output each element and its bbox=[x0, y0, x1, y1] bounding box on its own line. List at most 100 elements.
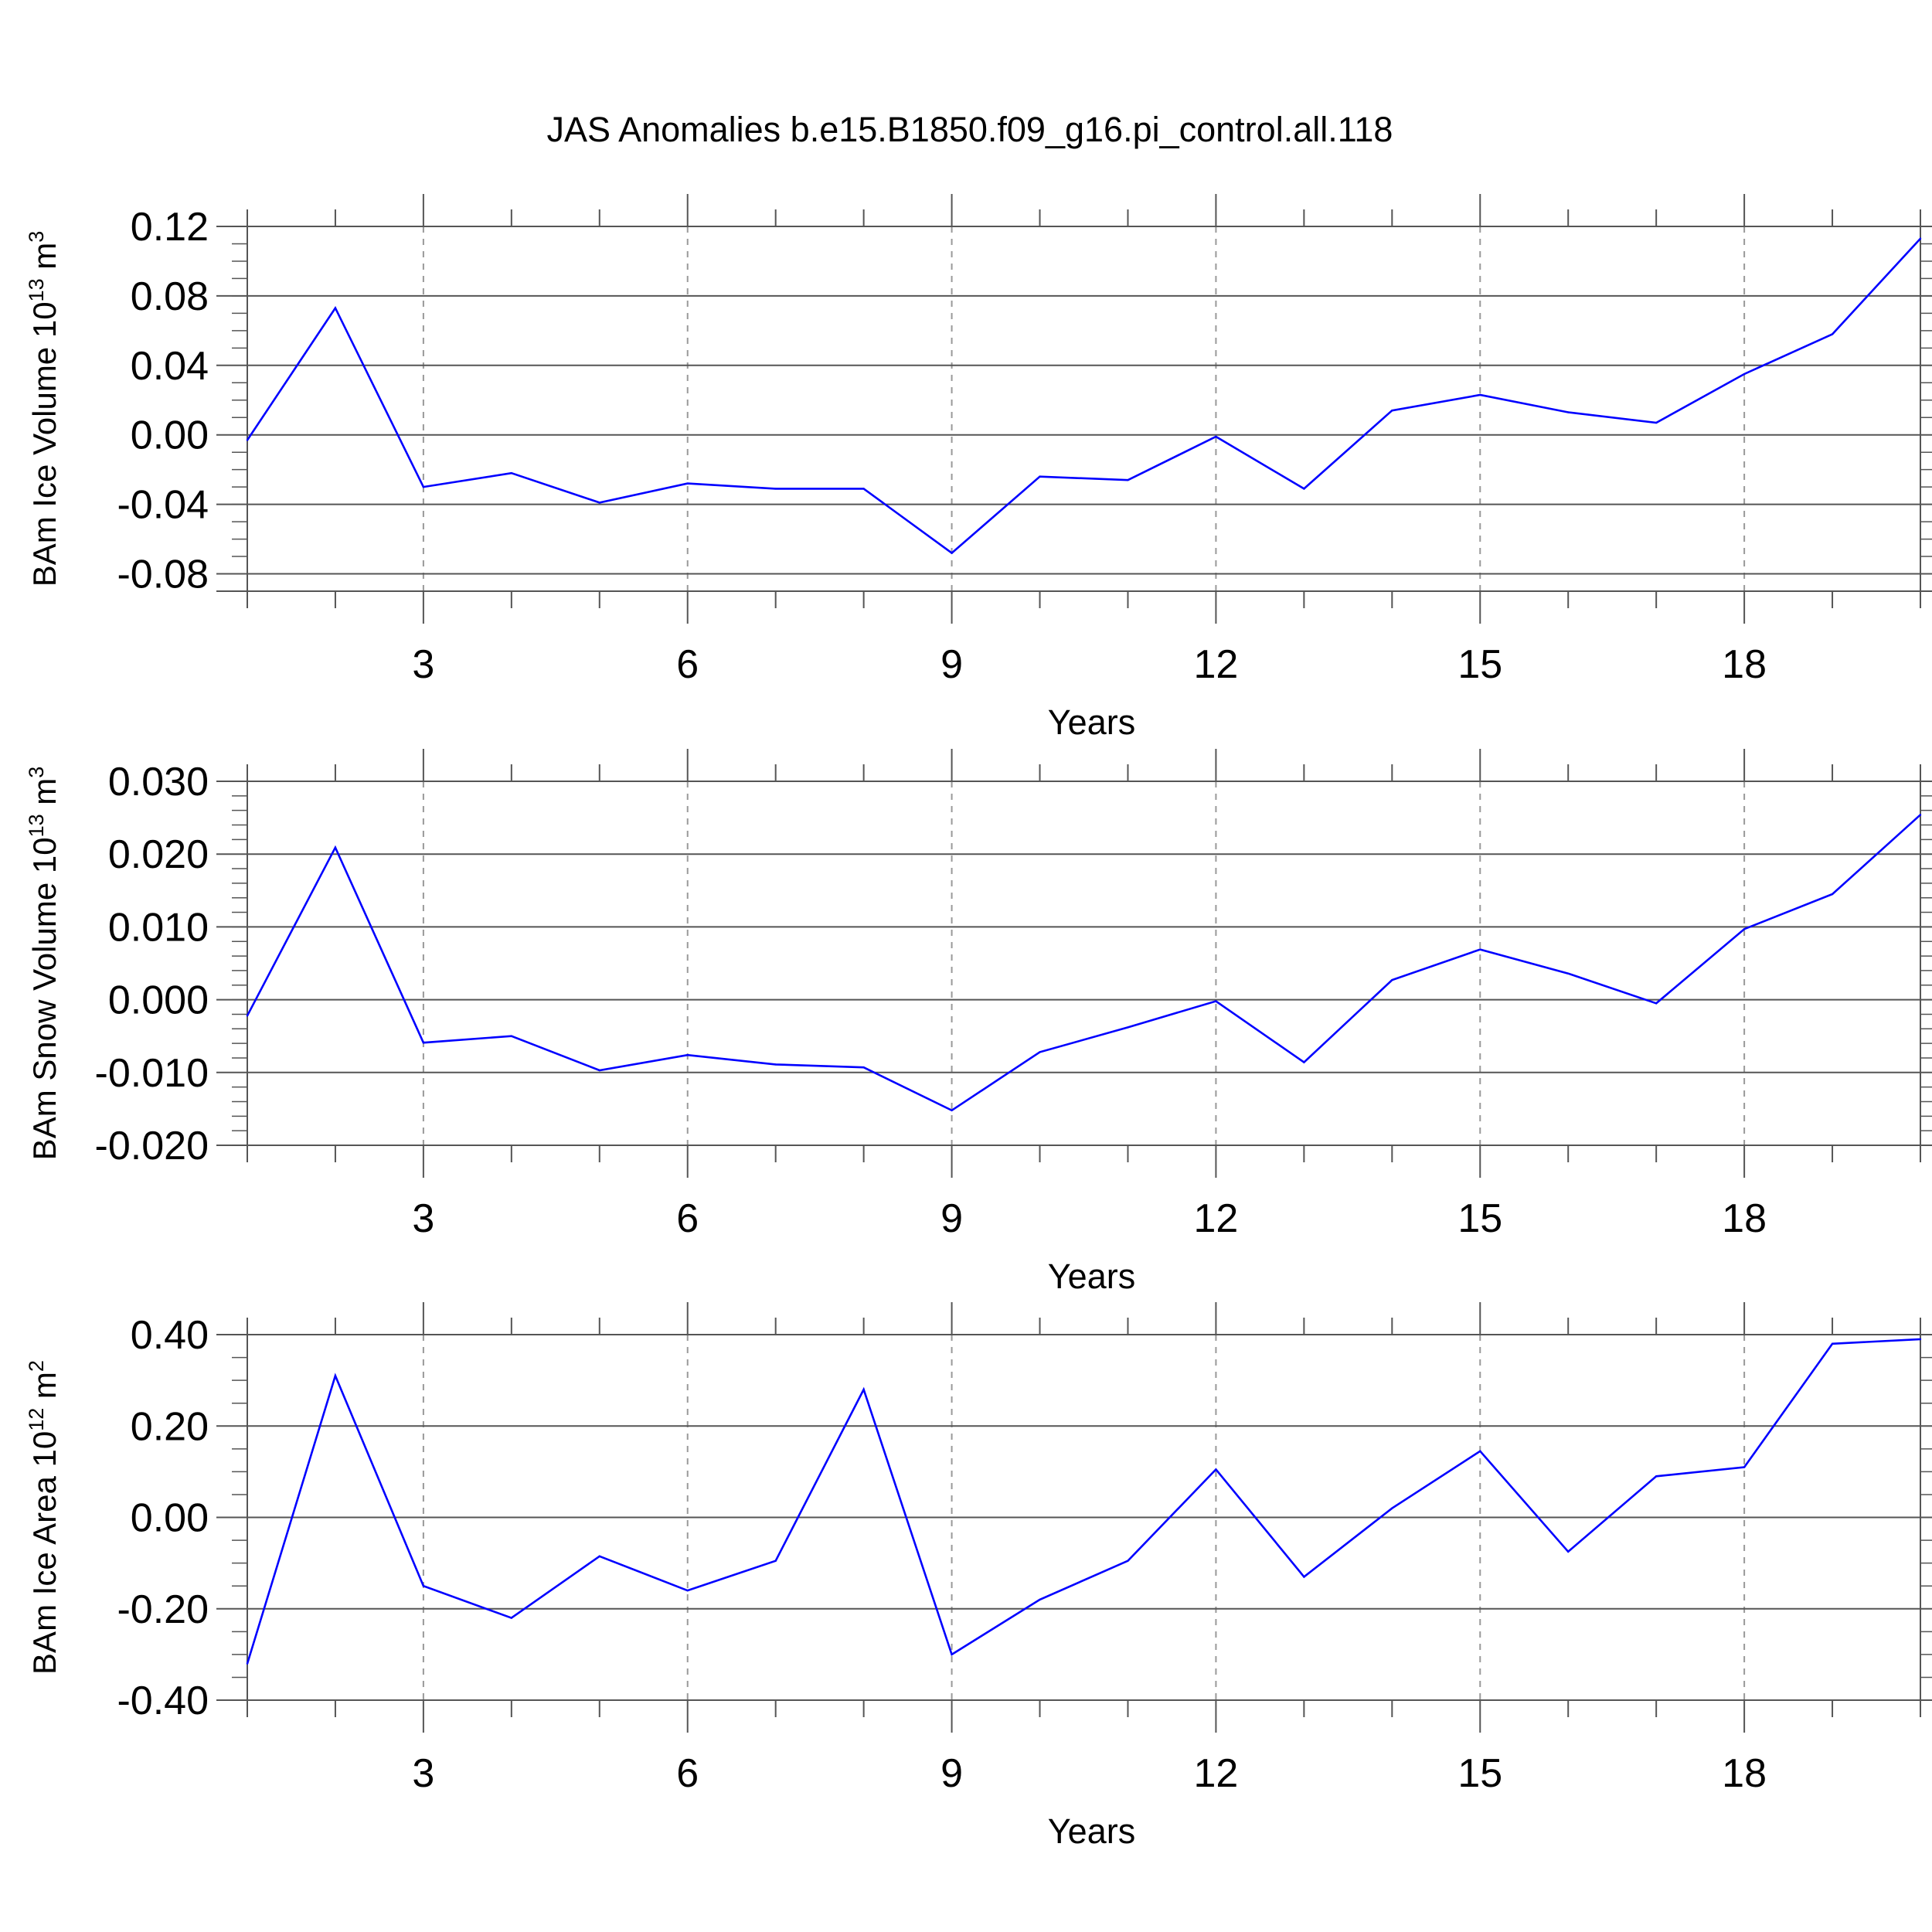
data-point bbox=[686, 482, 689, 485]
y-tick-label: 0.00 bbox=[131, 1496, 209, 1541]
data-point bbox=[1567, 972, 1570, 975]
data-point bbox=[1831, 893, 1834, 896]
data-point bbox=[334, 307, 337, 309]
x-tick-label: 18 bbox=[1722, 1196, 1767, 1241]
y-axis-label: BAm Snow Volume 1013 m3 bbox=[25, 767, 63, 1161]
y-axis-label-unit: m bbox=[26, 778, 63, 815]
y-tick-label: 0.00 bbox=[131, 413, 209, 458]
chart-panel-3: -0.40 -0.20 0.00 0.20 0.40 3 6 9 12 15 18 Years BAm … bbox=[25, 1302, 1932, 1851]
data-point bbox=[862, 488, 865, 490]
series-line bbox=[246, 1338, 1921, 1665]
y-tick-label: 0.000 bbox=[108, 978, 209, 1023]
data-point bbox=[1303, 488, 1305, 490]
x-tick-label: 6 bbox=[676, 1196, 699, 1241]
data-point bbox=[686, 1053, 689, 1056]
y-tick-label: 0.12 bbox=[131, 205, 209, 250]
y-axis-label-exponent: 12 bbox=[25, 1408, 48, 1431]
y-tick-label: 0.020 bbox=[108, 832, 209, 877]
data-point bbox=[951, 1653, 953, 1656]
data-point bbox=[1919, 814, 1922, 816]
data-point bbox=[598, 1555, 600, 1557]
data-point bbox=[1039, 1598, 1041, 1601]
y-axis-label-text: BAm Snow Volume 10 bbox=[26, 837, 63, 1160]
data-point bbox=[510, 1617, 513, 1619]
series-line bbox=[246, 814, 1921, 1112]
data-point bbox=[598, 1069, 600, 1072]
x-axis-label: Years bbox=[1048, 1257, 1135, 1296]
data-point bbox=[774, 1063, 777, 1066]
y-tick-label: -0.20 bbox=[117, 1587, 209, 1632]
y-tick-label: 0.20 bbox=[131, 1404, 209, 1449]
data-point bbox=[774, 1560, 777, 1562]
x-tick-label: 12 bbox=[1193, 642, 1238, 687]
data-point bbox=[422, 1041, 425, 1044]
data-point bbox=[422, 1584, 425, 1587]
y-tick-label: 0.40 bbox=[131, 1313, 209, 1358]
data-point bbox=[1127, 1026, 1129, 1029]
data-point bbox=[1039, 475, 1041, 478]
data-point bbox=[951, 552, 953, 554]
x-tick-label: 9 bbox=[940, 1196, 963, 1241]
data-point bbox=[246, 1015, 249, 1017]
data-point bbox=[686, 1589, 689, 1592]
y-axis-label-exponent: 13 bbox=[25, 278, 48, 301]
data-point bbox=[862, 1388, 865, 1391]
data-point bbox=[510, 1035, 513, 1037]
data-point bbox=[1215, 1468, 1217, 1471]
data-point bbox=[1831, 333, 1834, 335]
data-point bbox=[1479, 393, 1481, 396]
data-point bbox=[1831, 1342, 1834, 1345]
y-tick-label: -0.40 bbox=[117, 1679, 209, 1723]
data-point bbox=[951, 1109, 953, 1111]
series-line bbox=[246, 237, 1921, 555]
y-tick-label: -0.020 bbox=[95, 1124, 209, 1168]
data-point bbox=[246, 1662, 249, 1665]
data-point bbox=[1303, 1061, 1305, 1063]
y-tick-label: 0.04 bbox=[131, 344, 209, 389]
y-axis-label-unit: m bbox=[26, 243, 63, 279]
data-point bbox=[1215, 435, 1217, 438]
data-point bbox=[1127, 478, 1129, 481]
data-point bbox=[1743, 372, 1746, 376]
y-axis-label-unit-exponent: 3 bbox=[25, 767, 48, 778]
data-point bbox=[1919, 1338, 1922, 1341]
data-point bbox=[1743, 928, 1746, 930]
y-axis-label-exponent: 13 bbox=[25, 814, 48, 837]
data-point bbox=[1567, 411, 1570, 413]
y-tick-label: 0.030 bbox=[108, 760, 209, 804]
data-point bbox=[1215, 1000, 1217, 1002]
y-tick-label: 0.010 bbox=[108, 905, 209, 950]
x-tick-label: 6 bbox=[676, 642, 699, 687]
y-axis-label-text: BAm Ice Volume 10 bbox=[26, 301, 63, 587]
data-point bbox=[1391, 410, 1393, 412]
data-point bbox=[862, 1066, 865, 1069]
y-axis-label-text: BAm Ice Area 10 bbox=[26, 1431, 63, 1675]
data-point bbox=[1039, 1051, 1041, 1053]
x-axis-label: Years bbox=[1048, 1811, 1135, 1851]
x-tick-label: 18 bbox=[1722, 1751, 1767, 1796]
data-point bbox=[1655, 421, 1658, 424]
x-tick-label: 6 bbox=[676, 1751, 699, 1796]
x-tick-label: 15 bbox=[1458, 1751, 1502, 1796]
y-axis-label-unit-exponent: 3 bbox=[25, 231, 48, 243]
figure-title: JAS Anomalies b.e15.B1850.f09_g16.pi_con… bbox=[547, 110, 1393, 149]
data-point bbox=[1919, 237, 1922, 240]
y-tick-label: -0.04 bbox=[117, 483, 209, 528]
chart-panel-2: -0.020 -0.010 0.000 0.010 0.020 0.030 3 6 9 12 15 1… bbox=[25, 749, 1932, 1296]
x-tick-label: 15 bbox=[1458, 1196, 1502, 1241]
y-tick-label: -0.08 bbox=[117, 553, 209, 597]
x-tick-label: 18 bbox=[1722, 642, 1767, 687]
x-tick-label: 3 bbox=[412, 1751, 434, 1796]
data-point bbox=[334, 846, 337, 849]
x-tick-label: 9 bbox=[940, 642, 963, 687]
data-point bbox=[510, 471, 513, 474]
x-tick-label: 3 bbox=[412, 1196, 434, 1241]
x-axis-label: Years bbox=[1048, 702, 1135, 742]
y-axis-label: BAm Ice Volume 1013 m3 bbox=[25, 231, 63, 587]
data-point bbox=[1303, 1576, 1305, 1578]
data-point bbox=[422, 485, 425, 488]
data-point bbox=[246, 439, 249, 441]
data-point bbox=[1479, 948, 1481, 951]
